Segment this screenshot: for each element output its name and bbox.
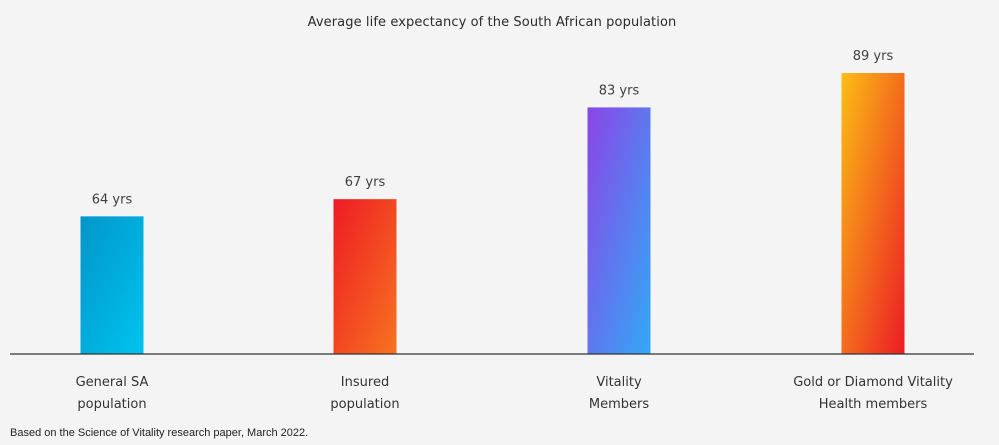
- category-label-4-line-2: Health members: [819, 397, 928, 412]
- category-label-1-line-2: population: [77, 397, 146, 412]
- category-label-3-line-1: Vitality: [596, 375, 642, 390]
- category-label-2-line-2: population: [330, 397, 399, 412]
- bars-layer: [80, 73, 905, 354]
- bar-3: [587, 107, 651, 354]
- value-label-1: 64 yrs: [92, 192, 133, 207]
- value-label-4: 89 yrs: [853, 49, 894, 64]
- source-note: Based on the Science of Vitality researc…: [10, 427, 309, 439]
- chart-title: Average life expectancy of the South Afr…: [307, 15, 677, 30]
- category-label-4-line-1: Gold or Diamond Vitality: [793, 375, 953, 390]
- bar-4: [841, 73, 905, 354]
- category-label-1-line-1: General SA: [76, 375, 149, 390]
- bar-2: [333, 199, 397, 354]
- category-label-2-line-1: Insured: [341, 375, 389, 390]
- bar-1: [80, 216, 144, 354]
- labels-layer: 64 yrs General SA population 67 yrs Insured p…: [76, 49, 953, 412]
- category-label-3-line-2: Members: [589, 397, 649, 412]
- value-label-3: 83 yrs: [599, 83, 640, 98]
- value-label-2: 67 yrs: [345, 175, 386, 190]
- bar-chart: 64 yrs General SA population 67 yrs Insured p…: [10, 49, 974, 412]
